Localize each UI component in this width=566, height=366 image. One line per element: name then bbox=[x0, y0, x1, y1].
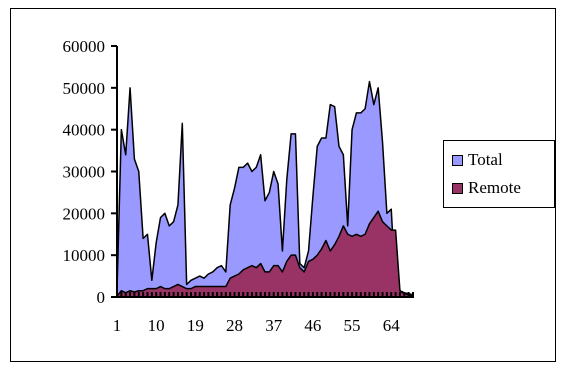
x-tick-label: 1 bbox=[113, 316, 122, 335]
y-tick-label: 20000 bbox=[63, 204, 106, 223]
axes bbox=[111, 45, 414, 298]
legend-label-remote: Remote bbox=[468, 178, 521, 197]
x-tick-label: 19 bbox=[187, 316, 204, 335]
x-tick-label: 46 bbox=[304, 316, 321, 335]
x-tick-label: 10 bbox=[148, 316, 165, 335]
legend-item-remote: Remote bbox=[452, 177, 521, 199]
y-tick-label: 60000 bbox=[63, 37, 106, 56]
x-tick-label: 55 bbox=[344, 316, 361, 335]
series-area-remote bbox=[116, 210, 414, 298]
legend-label-total: Total bbox=[468, 150, 503, 169]
x-tick-label: 64 bbox=[383, 316, 401, 335]
y-tick-label: 0 bbox=[97, 288, 106, 307]
x-tick-label: 28 bbox=[226, 316, 243, 335]
y-tick-label: 10000 bbox=[63, 246, 106, 265]
y-tick-label: 40000 bbox=[63, 121, 106, 140]
y-tick-label: 30000 bbox=[63, 163, 106, 182]
tick-labels: 0 10000 20000 30000 40000 50000 60000 1 10 19 28 37… bbox=[63, 37, 401, 335]
legend-item-total: Total bbox=[452, 149, 503, 171]
legend-swatch-total bbox=[452, 154, 463, 166]
legend: Total Remote bbox=[443, 140, 555, 208]
series-areas bbox=[116, 80, 414, 298]
legend-swatch-remote bbox=[452, 182, 463, 194]
x-tick-label: 37 bbox=[265, 316, 283, 335]
y-tick-label: 50000 bbox=[63, 79, 106, 98]
